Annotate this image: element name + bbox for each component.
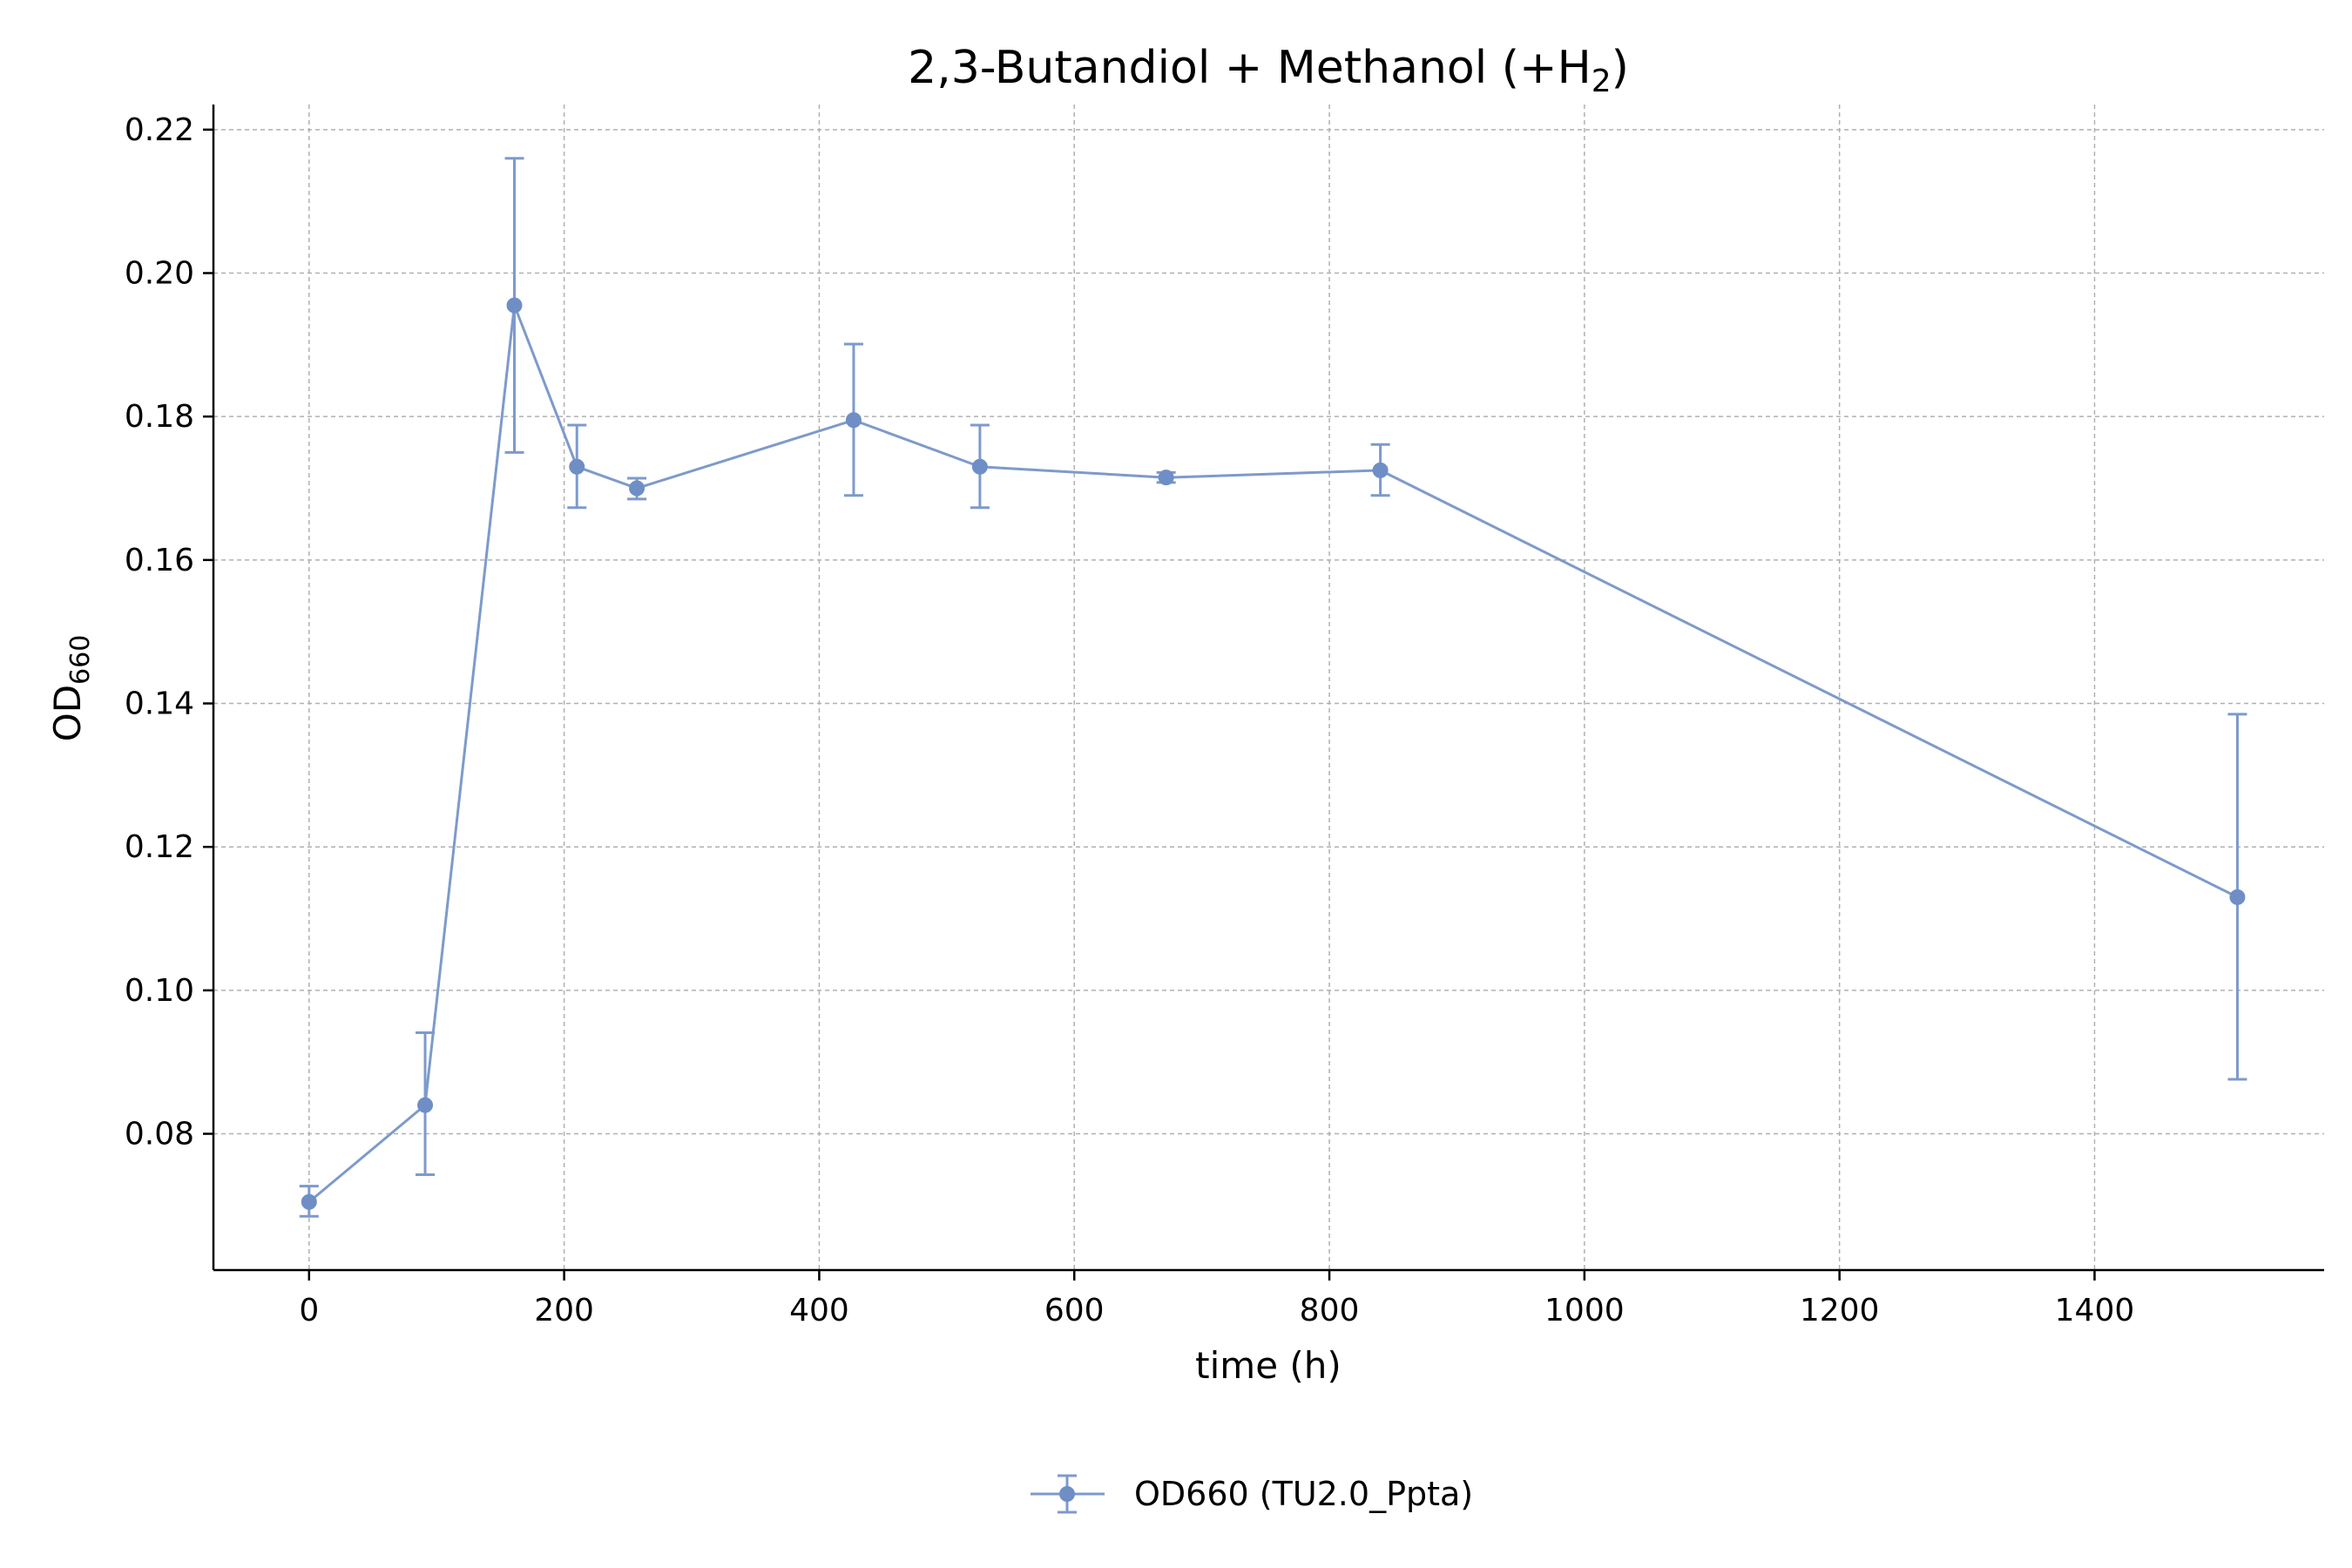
y-tick-label: 0.16 <box>125 543 194 578</box>
data-point <box>506 297 523 314</box>
data-point <box>1158 470 1174 486</box>
chart-title-end: ) <box>1612 42 1629 94</box>
y-axis-label: OD660 <box>46 635 96 742</box>
series <box>299 157 2247 1218</box>
legend: OD660 (TU2.0_Ppta) <box>1031 1474 1473 1514</box>
chart-title: 2,3-Butandiol + Methanol (+H2) <box>908 42 1629 99</box>
axes <box>212 105 2324 1272</box>
legend-marker <box>1059 1486 1075 1502</box>
data-point <box>845 412 862 429</box>
y-axis-label-subscript: 660 <box>65 635 96 685</box>
y-tick-label: 0.18 <box>125 399 194 435</box>
x-tick-label: 400 <box>789 1293 849 1328</box>
y-tick-label: 0.22 <box>125 112 194 148</box>
legend-label: OD660 (TU2.0_Ppta) <box>1134 1475 1473 1513</box>
x-tick-label: 1400 <box>2055 1293 2135 1328</box>
x-tick-label: 800 <box>1300 1293 1360 1328</box>
x-tick-label: 600 <box>1044 1293 1105 1328</box>
data-point <box>301 1193 317 1210</box>
x-tick-label: 1200 <box>1800 1293 1880 1328</box>
x-tick-label: 1000 <box>1544 1293 1625 1328</box>
series-line <box>308 304 2239 1203</box>
data-point <box>2229 889 2246 905</box>
y-tick-label: 0.10 <box>125 973 194 1009</box>
x-axis-label: time (h) <box>1195 1344 1342 1387</box>
x-tick-label: 200 <box>534 1293 594 1328</box>
grid <box>213 105 2324 1270</box>
data-point <box>629 480 645 497</box>
y-tick-label: 0.20 <box>125 255 194 291</box>
ticks: 0 200 400 600 800 1000 1200 1400 0.08 0.10 0.12 0.1… <box>125 112 2134 1328</box>
x-tick-label: 0 <box>299 1293 319 1328</box>
y-tick-label: 0.12 <box>125 829 194 865</box>
data-point <box>1372 462 1389 478</box>
data-point <box>417 1097 434 1113</box>
y-tick-label: 0.14 <box>125 686 194 722</box>
data-point <box>971 458 988 475</box>
y-tick-label: 0.08 <box>125 1117 194 1152</box>
chart-title-subscript: 2 <box>1592 64 1612 99</box>
data-point <box>569 458 585 475</box>
